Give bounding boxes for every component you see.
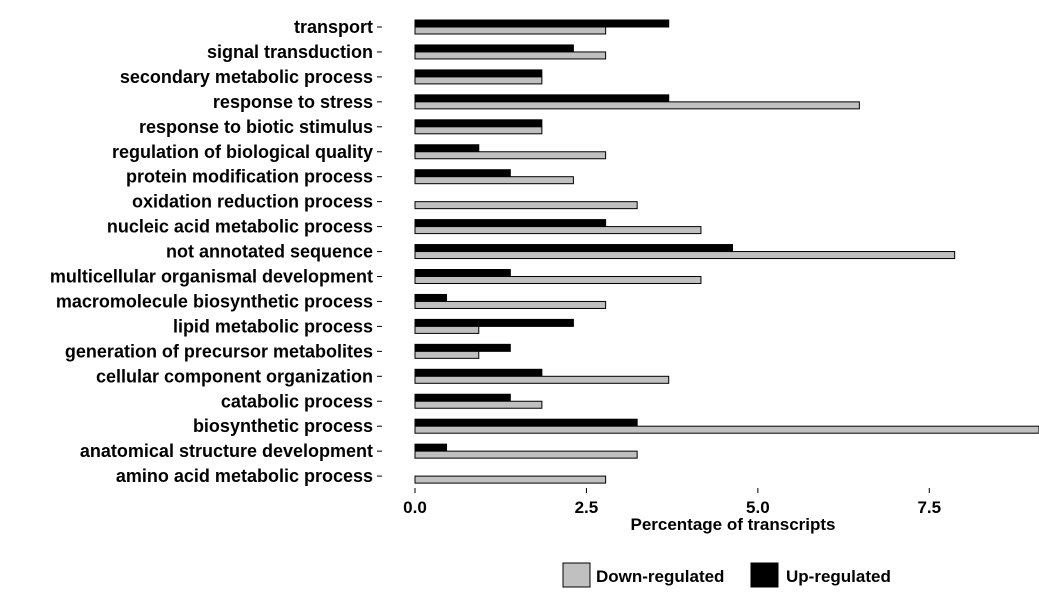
bar-up-protein-modification-process (414, 169, 511, 178)
category-label-signal-transduction: signal transduction (207, 42, 373, 62)
bar-up-transport (414, 19, 670, 28)
legend-swatch-up-regulated (750, 562, 779, 588)
x-axis-label: Percentage of transcripts (630, 515, 835, 534)
bar-down-anatomical-structure-development (414, 450, 638, 459)
bar-down-generation-of-precursor-metabolites (414, 350, 480, 359)
x-tick-label: 5.0 (746, 498, 770, 517)
category-labels: transport signal transduction secondary me… (50, 17, 373, 486)
category-label-response-to-stress: response to stress (213, 92, 373, 112)
bar-down-response-to-biotic-stimulus (414, 126, 543, 135)
bar-up-multicellular-organismal-development (414, 269, 511, 277)
bar-down-not-annotated-sequence (414, 251, 956, 260)
bar-up-regulation-of-biological-quality (414, 144, 480, 153)
bar-up-generation-of-precursor-metabolites (414, 343, 511, 352)
category-label-anatomical-structure-development: anatomical structure development (80, 441, 373, 461)
bar-down-lipid-metabolic-process (414, 325, 480, 334)
bar-down-multicellular-organismal-development (414, 276, 702, 284)
bar-down-protein-modification-process (414, 176, 574, 185)
category-label-macromolecule-biosynthetic-process: macromolecule biosynthetic process (56, 291, 373, 311)
x-tick-label: 7.5 (917, 498, 941, 517)
bar-up-lipid-metabolic-process (414, 318, 574, 327)
bar-up-anatomical-structure-development (414, 443, 448, 452)
category-label-cellular-component-organization: cellular component organization (96, 366, 373, 386)
category-label-catabolic-process: catabolic process (221, 391, 373, 411)
bar-down-signal-transduction (414, 51, 607, 60)
bar-up-nucleic-acid-metabolic-process (414, 219, 607, 228)
bar-down-catabolic-process (414, 400, 543, 409)
legend-swatch-down-regulated (562, 562, 591, 588)
category-label-transport: transport (294, 17, 373, 37)
category-label-amino-acid-metabolic-process: amino acid metabolic process (116, 466, 373, 486)
bar-up-biosynthetic-process (414, 418, 638, 427)
bar-up-signal-transduction (414, 44, 574, 53)
legend-label-down-regulated: Down-regulated (596, 567, 724, 586)
legend: Down-regulated Up-regulated (562, 562, 891, 588)
category-label-generation-of-precursor-metabolites: generation of precursor metabolites (65, 341, 373, 361)
bar-down-regulation-of-biological-quality (414, 151, 607, 160)
x-tick-label: 0.0 (403, 498, 427, 517)
bar-down-secondary-metabolic-process (414, 76, 543, 85)
category-label-regulation-of-biological-quality: regulation of biological quality (112, 142, 373, 162)
bar-down-macromolecule-biosynthetic-process (414, 300, 607, 309)
bar-down-response-to-stress (414, 101, 860, 110)
bar-down-biosynthetic-process (414, 425, 1039, 434)
category-label-response-to-biotic-stimulus: response to biotic stimulus (139, 117, 373, 137)
x-axis: 0.0 2.5 5.0 7.5 (403, 488, 941, 517)
x-tick-label: 2.5 (575, 498, 599, 517)
bar-down-nucleic-acid-metabolic-process (414, 226, 702, 235)
category-label-protein-modification-process: protein modification process (126, 167, 373, 187)
bars (414, 19, 1039, 484)
bar-up-response-to-stress (414, 94, 670, 103)
bar-up-catabolic-process (414, 393, 511, 402)
category-label-nucleic-acid-metabolic-process: nucleic acid metabolic process (107, 217, 373, 237)
bar-down-oxidation-reduction-process (414, 201, 638, 210)
bar-down-cellular-component-organization (414, 375, 670, 384)
bar-up-macromolecule-biosynthetic-process (414, 293, 448, 302)
y-axis-ticks (377, 26, 382, 477)
category-label-lipid-metabolic-process: lipid metabolic process (173, 316, 373, 336)
category-label-not-annotated-sequence: not annotated sequence (166, 242, 373, 262)
bar-up-response-to-biotic-stimulus (414, 119, 543, 128)
bar-up-not-annotated-sequence (414, 244, 733, 253)
category-label-secondary-metabolic-process: secondary metabolic process (120, 67, 373, 87)
bar-up-secondary-metabolic-process (414, 69, 543, 78)
bar-down-amino-acid-metabolic-process (414, 475, 607, 484)
category-label-biosynthetic-process: biosynthetic process (193, 416, 373, 436)
category-label-oxidation-reduction-process: oxidation reduction process (132, 192, 373, 212)
category-label-multicellular-organismal-development: multicellular organismal development (50, 267, 373, 287)
bar-down-transport (414, 26, 607, 35)
bar-up-cellular-component-organization (414, 368, 543, 377)
legend-label-up-regulated: Up-regulated (786, 567, 891, 586)
